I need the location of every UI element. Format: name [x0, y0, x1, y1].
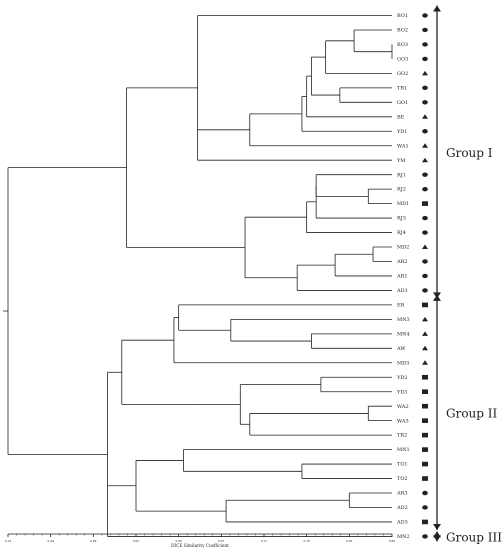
- leaf-label: AD1: [396, 288, 408, 294]
- leaf-label: RJ1: [397, 172, 406, 178]
- similarity-axis: 0.19 0.44 0.60 0.65 0.69 0.67 0.72 0.78 0.83 0.89…: [5, 533, 395, 548]
- square-marker: [422, 389, 428, 395]
- axis-tick-label: 0.67: [218, 539, 224, 543]
- leaf-label: AR2: [396, 259, 408, 265]
- square-marker: [422, 374, 428, 380]
- leaf-label: MD1: [397, 201, 409, 207]
- ellipse-marker: [422, 215, 428, 221]
- ellipse-marker: [422, 186, 428, 192]
- axis-tick-label: 0.65: [133, 539, 139, 543]
- leaf-label: YM: [396, 158, 405, 164]
- group-label: Group II: [446, 406, 498, 420]
- leaf-label: MN2: [397, 534, 410, 540]
- group-brackets: Group I Group II Group III: [433, 5, 502, 544]
- axis-tick-label: 0.78: [304, 539, 310, 543]
- ellipse-marker: [422, 534, 428, 539]
- square-marker: [422, 447, 428, 452]
- square-marker: [422, 302, 428, 308]
- leaf-markers: [422, 13, 428, 539]
- leaf-label: GO2: [397, 71, 408, 77]
- leaf-label: RJ3: [397, 216, 406, 222]
- arrow-down-icon: [433, 523, 441, 530]
- leaf-label: AR1: [396, 274, 408, 280]
- leaf-label: YD3: [396, 389, 408, 395]
- ellipse-marker: [422, 230, 428, 235]
- axis-title: DICE Similarity Coefficient: [171, 543, 229, 548]
- square-marker: [422, 476, 428, 481]
- ellipse-marker: [422, 288, 428, 293]
- leaf-label: WA1: [397, 143, 409, 149]
- leaf-label: WA3: [397, 418, 409, 424]
- triangle-marker: [422, 70, 428, 76]
- ellipse-marker: [422, 13, 428, 18]
- ellipse-marker: [422, 27, 428, 33]
- axis-tick-label: 0.69: [176, 539, 182, 543]
- axis-tick-label: 0.89: [389, 539, 395, 543]
- leaf-label: YD1: [396, 129, 408, 135]
- triangle-marker: [422, 157, 428, 163]
- leaf-label: BE: [397, 114, 405, 120]
- square-marker: [422, 418, 428, 423]
- leaf-label: TO2: [397, 476, 408, 482]
- leaf-label: TO1: [397, 462, 408, 468]
- square-marker: [422, 461, 428, 467]
- axis-tick-label: 0.72: [261, 539, 267, 543]
- triangle-marker: [422, 114, 428, 119]
- leaf-label: BO1: [397, 13, 408, 19]
- leaf-label: MN3: [397, 317, 410, 323]
- leaf-label: AD2: [396, 505, 408, 511]
- leaf-label: AR3: [396, 491, 408, 497]
- ellipse-marker: [422, 490, 428, 496]
- ellipse-marker: [422, 56, 428, 62]
- ellipse-marker: [422, 85, 428, 91]
- triangle-marker: [422, 345, 428, 351]
- leaf-label: GO1: [397, 100, 408, 106]
- leaf-label: RJ2: [397, 187, 406, 193]
- triangle-marker: [422, 360, 428, 365]
- group-label: Group I: [446, 146, 493, 160]
- leaf-labels: BO1 BO2 BO3 GO3 GO2 TR1 GO1 BE YD1 WA1 YM RJ1 RJ2 MD1…: [396, 13, 410, 540]
- square-marker: [422, 519, 428, 525]
- axis-tick-label: 0.83: [346, 539, 352, 543]
- leaf-label: BO2: [397, 28, 408, 34]
- arrow-down-icon: [433, 535, 441, 542]
- arrow-up-icon: [433, 294, 441, 301]
- leaf-label: ER: [397, 303, 405, 309]
- ellipse-marker: [422, 505, 428, 510]
- ellipse-marker: [422, 42, 428, 47]
- leaf-label: GO3: [397, 57, 408, 63]
- leaf-label: MN4: [397, 331, 410, 337]
- dendrogram-branches: [3, 15, 393, 537]
- leaf-label: TR1: [397, 85, 407, 91]
- triangle-marker: [422, 331, 428, 336]
- leaf-label: MD3: [397, 360, 409, 366]
- triangle-marker: [422, 143, 428, 148]
- group-label: Group III: [446, 530, 502, 544]
- ellipse-marker: [422, 273, 428, 279]
- square-marker: [422, 403, 428, 409]
- triangle-marker: [422, 244, 428, 250]
- ellipse-marker: [422, 172, 428, 177]
- leaf-label: MD2: [397, 245, 409, 251]
- leaf-label: RJ4: [397, 230, 406, 236]
- axis-tick-label: 0.19: [5, 539, 11, 543]
- arrow-up-icon: [433, 5, 441, 12]
- leaf-label: AD3: [396, 520, 408, 526]
- axis-tick-label: 0.60: [90, 539, 96, 543]
- ellipse-marker: [422, 259, 428, 264]
- triangle-marker: [422, 316, 428, 322]
- ellipse-marker: [422, 100, 428, 105]
- leaf-label: WA2: [397, 404, 409, 410]
- square-marker: [422, 432, 428, 438]
- leaf-label: AW: [396, 346, 406, 352]
- leaf-label: TR2: [397, 433, 407, 439]
- leaf-label: BO3: [397, 42, 408, 48]
- square-marker: [422, 201, 428, 206]
- axis-tick-label: 0.44: [48, 539, 54, 543]
- ellipse-marker: [422, 129, 428, 134]
- leaf-label: MN1: [397, 447, 410, 453]
- leaf-label: YD2: [396, 375, 408, 381]
